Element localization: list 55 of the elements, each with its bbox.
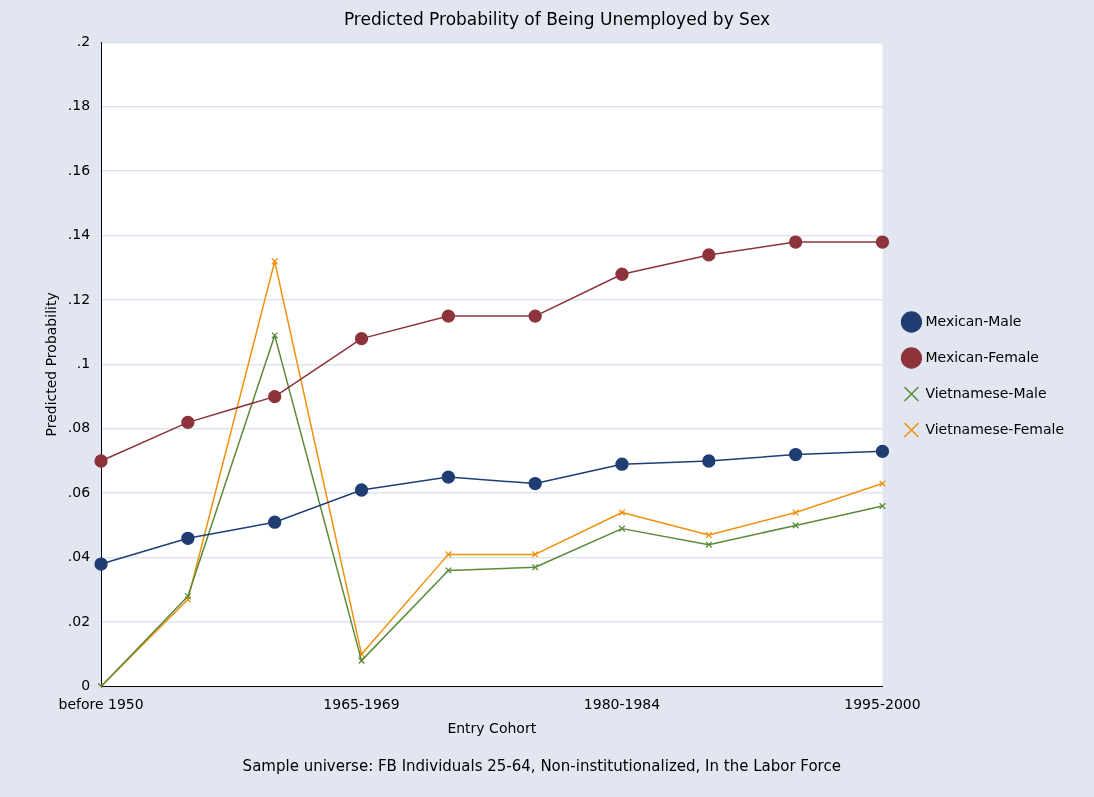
point: [875, 235, 890, 249]
point: [531, 550, 539, 558]
point: [788, 447, 803, 462]
y-axis-title: Predicted Probability: [43, 292, 60, 437]
text: Sample universe: FB Individuals 25-64, Non-institutionalized, In the Labor Force: [242, 757, 841, 776]
point: [94, 557, 108, 571]
point: [354, 483, 369, 497]
point: [528, 309, 542, 323]
y-tick-label: .18: [67, 97, 91, 114]
y-tick-label: .06: [67, 483, 91, 500]
y-tick-label: .1: [76, 355, 91, 372]
point: [184, 592, 192, 600]
y-tick-label: .16: [67, 161, 91, 178]
point: [528, 476, 542, 491]
point: [444, 567, 452, 574]
point: [271, 331, 279, 339]
point: [181, 415, 195, 430]
y-tick-label: .12: [67, 290, 91, 307]
x-tick-label: 1965-1969: [323, 696, 400, 713]
point: [705, 541, 713, 549]
point: [702, 248, 716, 262]
point: [875, 444, 890, 458]
legend-label: Vietnamese-Male: [925, 384, 1047, 401]
legend-label: Mexican-Male: [925, 312, 1022, 329]
x-tick-label: before 1950: [58, 696, 144, 713]
y-tick-label: .02: [67, 612, 91, 629]
y-tick-label: .08: [67, 419, 91, 436]
x-axis-title: Entry Cohort: [447, 720, 537, 737]
legend-label: Vietnamese-Female: [925, 420, 1064, 437]
point: [618, 525, 626, 533]
y-tick-label: 0: [81, 677, 91, 694]
y-tick-label: .04: [67, 548, 91, 565]
y-tick-label: .14: [67, 226, 91, 243]
point: [358, 657, 366, 665]
chart-title: Predicted Probability of Being Unemployed by Sex: [343, 8, 771, 29]
point: [788, 235, 803, 249]
point: [615, 457, 629, 471]
point: [181, 531, 195, 545]
point: [705, 531, 713, 539]
legend-label: Mexican-Female: [925, 348, 1039, 365]
x-tick-label: 1995-2000: [844, 696, 921, 713]
point: [94, 454, 108, 468]
point: [268, 515, 282, 529]
point: [441, 470, 455, 484]
point: [702, 454, 716, 468]
y-tick-label: .2: [76, 33, 91, 50]
point: [615, 267, 629, 281]
point: [354, 331, 369, 346]
point: [531, 563, 539, 571]
x-tick-label: 1980-1984: [583, 696, 661, 713]
point: [878, 502, 886, 510]
point: [441, 309, 455, 323]
point: [792, 509, 800, 516]
point: [268, 389, 282, 404]
point: [618, 509, 626, 516]
